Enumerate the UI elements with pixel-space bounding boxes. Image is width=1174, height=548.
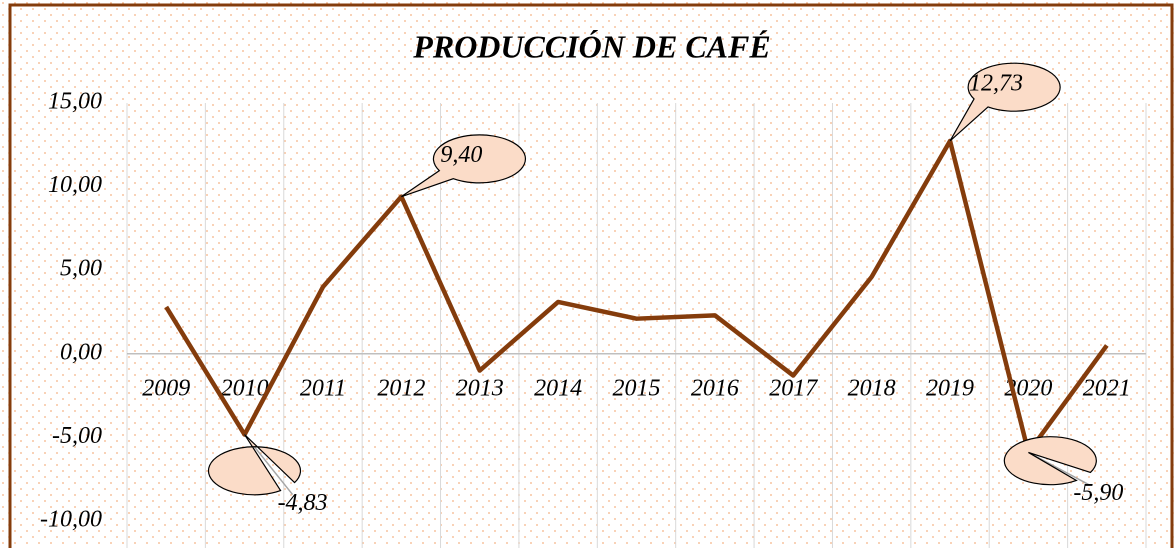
callout-bubble — [1003, 436, 1097, 486]
x-tick-label: 2017 — [769, 375, 818, 401]
data-label: 9,40 — [440, 142, 482, 168]
x-tick-label: 2014 — [534, 375, 582, 401]
x-tick-label: 2021 — [1083, 375, 1131, 401]
x-tick-label: 2012 — [377, 375, 425, 401]
y-tick-label: 15,00 — [48, 89, 102, 115]
x-tick-label: 2011 — [300, 375, 346, 401]
callout-bubble — [207, 434, 302, 496]
x-tick-label: 2016 — [691, 375, 739, 401]
callout-bubble — [949, 62, 1061, 142]
data-label: -4,83 — [278, 490, 328, 516]
callout-bubble — [401, 134, 527, 198]
x-tick-label: 2013 — [456, 375, 504, 401]
frame — [8, 3, 1174, 548]
y-tick-label: -5,00 — [52, 423, 102, 449]
y-tick-label: 0,00 — [60, 339, 102, 365]
y-tick-label: -10,00 — [40, 507, 102, 533]
x-tick-label: 2009 — [142, 375, 190, 401]
x-tick-label: 2019 — [926, 375, 974, 401]
x-tick-label: 2015 — [613, 375, 661, 401]
x-tick-label: 2018 — [848, 375, 896, 401]
x-tick-label: 2010 — [221, 375, 269, 401]
y-tick-label: 5,00 — [60, 256, 102, 282]
data-label: 12,73 — [969, 70, 1023, 96]
y-tick-label: 10,00 — [48, 172, 102, 198]
chart-title: PRODUCCIÓN DE CAFÉ — [412, 28, 770, 64]
data-label: -5,90 — [1073, 480, 1123, 506]
